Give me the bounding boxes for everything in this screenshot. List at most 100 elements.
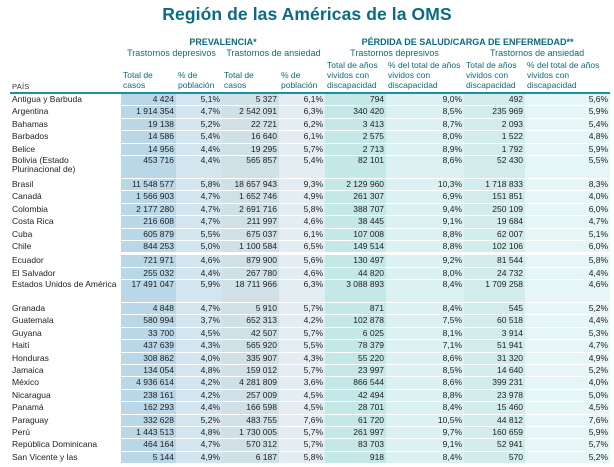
- cell-pais: Haití: [10, 339, 121, 353]
- cell-ans-total-casos: 4 281 809: [222, 376, 279, 390]
- cell-carga-ans-anos: 31 320: [464, 352, 526, 366]
- cell-carga-ans-anos: 492: [464, 93, 526, 107]
- cell-carga-dep-pct: 8,7%: [386, 118, 465, 132]
- cell-dep-pct-poblacion: 5,1%: [176, 93, 222, 107]
- cell-carga-dep-pct: 8,6%: [386, 352, 465, 366]
- cell-dep-pct-poblacion: 5,5%: [176, 228, 222, 241]
- table-row: El Salvador 255 032 4,4% 267 780 4,6% 44 820 8…: [10, 267, 611, 281]
- cell-carga-dep-anos: 6 025: [325, 327, 387, 341]
- cell-carga-ans-anos: 160 659: [464, 426, 526, 440]
- table-row: Guyana 33 700 4,5% 42 507 5,7% 6 025 8,1% 3 914…: [10, 327, 611, 341]
- table-row: Canadá 1 566 903 4,7% 1 652 746 4,9% 261 307 6…: [10, 190, 611, 204]
- cell-ans-pct-poblacion: 6,3%: [279, 279, 326, 304]
- cell-carga-dep-pct: 8,4%: [386, 451, 465, 465]
- cell-dep-pct-poblacion: 4,2%: [176, 389, 222, 403]
- cell-dep-total-casos: 216 608: [121, 215, 176, 229]
- cell-carga-ans-pct: 5,1%: [525, 228, 611, 241]
- table-row: Guatemala 580 994 3,7% 652 313 4,2% 102 878 7,…: [10, 314, 611, 328]
- cell-dep-pct-poblacion: 5,8%: [176, 178, 222, 192]
- cell-dep-pct-poblacion: 3,7%: [176, 314, 222, 328]
- cell-dep-pct-poblacion: 4,4%: [176, 143, 222, 156]
- cell-pais: República Dominicana: [10, 438, 121, 452]
- cell-carga-ans-anos: 19 684: [464, 215, 526, 229]
- cell-dep-pct-poblacion: 4,7%: [176, 190, 222, 204]
- cell-ans-pct-poblacion: 4,2%: [279, 314, 326, 328]
- cell-ans-total-casos: 2 542 091: [222, 105, 279, 119]
- cell-carga-ans-pct: 4,4%: [525, 314, 611, 328]
- cell-dep-pct-poblacion: 4,6%: [176, 252, 222, 268]
- cell-carga-dep-pct: 9,1%: [386, 438, 465, 452]
- cell-dep-total-casos: 464 164: [121, 438, 176, 452]
- cell-carga-ans-pct: 4,6%: [525, 279, 611, 304]
- cell-ans-total-casos: 652 313: [222, 314, 279, 328]
- cell-dep-total-casos: 19 138: [121, 118, 176, 132]
- cell-dep-pct-poblacion: 5,4%: [176, 130, 222, 144]
- table-row: Granada 4 848 4,7% 5 910 5,7% 871 8,4% 545 5,2%: [10, 302, 611, 316]
- cell-ans-pct-poblacion: 4,9%: [279, 190, 326, 204]
- cell-dep-pct-poblacion: 4,7%: [176, 438, 222, 452]
- cell-dep-pct-poblacion: 4,0%: [176, 352, 222, 366]
- page-title: Región de las Américas de la OMS: [162, 4, 452, 24]
- cell-carga-ans-pct: 6,0%: [525, 203, 611, 217]
- header-spacer: [10, 36, 121, 47]
- cell-ans-total-casos: 335 907: [222, 352, 279, 366]
- cell-carga-dep-anos: 61 720: [325, 414, 387, 428]
- cell-carga-dep-pct: 8,5%: [386, 364, 465, 378]
- cell-carga-ans-anos: 52 430: [464, 155, 526, 179]
- cell-ans-pct-poblacion: 5,5%: [279, 339, 326, 353]
- cell-carga-ans-pct: 5,3%: [525, 327, 611, 341]
- cell-ans-pct-poblacion: 5,7%: [279, 302, 326, 316]
- cell-ans-pct-poblacion: 6,1%: [279, 130, 326, 144]
- cell-carga-dep-anos: 55 220: [325, 352, 387, 366]
- cell-dep-pct-poblacion: 5,2%: [176, 118, 222, 132]
- subheader-prev-depresivos: Trastornos depresivos: [127, 48, 216, 58]
- cell-carga-ans-anos: 15 460: [464, 401, 526, 415]
- cell-ans-pct-poblacion: 4,5%: [279, 401, 326, 415]
- cell-pais: Cuba: [10, 228, 121, 241]
- cell-ans-pct-poblacion: 5,7%: [279, 426, 326, 440]
- cell-carga-ans-pct: 5,4%: [525, 118, 611, 132]
- cell-pais: Chile: [10, 240, 121, 255]
- table-body: Antigua y Barbuda 4 424 5,1% 5 327 6,1% 794 9,…: [10, 93, 611, 465]
- cell-dep-total-casos: 721 971: [121, 252, 176, 268]
- cell-dep-pct-poblacion: 4,8%: [176, 364, 222, 378]
- cell-carga-ans-anos: 151 851: [464, 190, 526, 204]
- cell-dep-pct-poblacion: 4,4%: [176, 267, 222, 281]
- cell-dep-total-casos: 1 566 903: [121, 190, 176, 204]
- cell-carga-ans-anos: 62 007: [464, 228, 526, 241]
- cell-carga-ans-pct: 8,3%: [525, 178, 611, 192]
- cell-carga-ans-pct: 4,5%: [525, 401, 611, 415]
- cell-ans-pct-poblacion: 3,6%: [279, 376, 326, 390]
- table-row: Brasil 11 548 577 5,8% 18 657 943 9,3% 2 129 …: [10, 178, 611, 192]
- cell-dep-pct-poblacion: 5,2%: [176, 414, 222, 428]
- cell-ans-pct-poblacion: 7,6%: [279, 414, 326, 428]
- table-row: Bolivia (Estado Plurinacional de) 453 716…: [10, 155, 611, 179]
- cell-carga-dep-pct: 8,0%: [386, 267, 465, 281]
- cell-carga-ans-pct: 7,6%: [525, 414, 611, 428]
- cell-ans-total-casos: 565 857: [222, 155, 279, 179]
- table-row: Colombia 2 177 280 4,7% 2 691 716 5,8% 388 70…: [10, 203, 611, 217]
- cell-carga-dep-anos: 388 707: [325, 203, 387, 217]
- cell-carga-dep-anos: 82 101: [325, 155, 387, 179]
- cell-carga-dep-pct: 7,5%: [386, 314, 465, 328]
- table-row: Chile 844 253 5,0% 1 100 584 6,5% 149 514 8,8%…: [10, 240, 611, 255]
- cell-ans-pct-poblacion: 4,3%: [279, 352, 326, 366]
- cell-carga-ans-anos: 235 969: [464, 105, 526, 119]
- cell-carga-dep-anos: 78 379: [325, 339, 387, 353]
- cell-ans-total-casos: 6 187: [222, 451, 279, 465]
- cell-carga-dep-pct: 9,7%: [386, 426, 465, 440]
- cell-ans-pct-poblacion: 5,6%: [279, 252, 326, 268]
- cell-carga-dep-anos: 149 514: [325, 240, 387, 255]
- cell-dep-total-casos: 255 032: [121, 267, 176, 281]
- cell-carga-dep-anos: 28 701: [325, 401, 387, 415]
- cell-pais: Colombia: [10, 203, 121, 217]
- cell-ans-total-casos: 19 295: [222, 143, 279, 156]
- cell-carga-dep-anos: 130 497: [325, 252, 387, 268]
- cell-carga-ans-pct: 5,6%: [525, 93, 611, 107]
- cell-dep-total-casos: 17 491 047: [121, 279, 176, 304]
- subheader-carga-ansiedad: Trastornos de ansiedad: [489, 48, 585, 58]
- cell-pais: Argentina: [10, 105, 121, 119]
- cell-dep-total-casos: 437 639: [121, 339, 176, 353]
- table-row: Costa Rica 216 608 4,7% 211 997 4,6% 38 445 9,…: [10, 215, 611, 229]
- cell-carga-ans-anos: 52 941: [464, 438, 526, 452]
